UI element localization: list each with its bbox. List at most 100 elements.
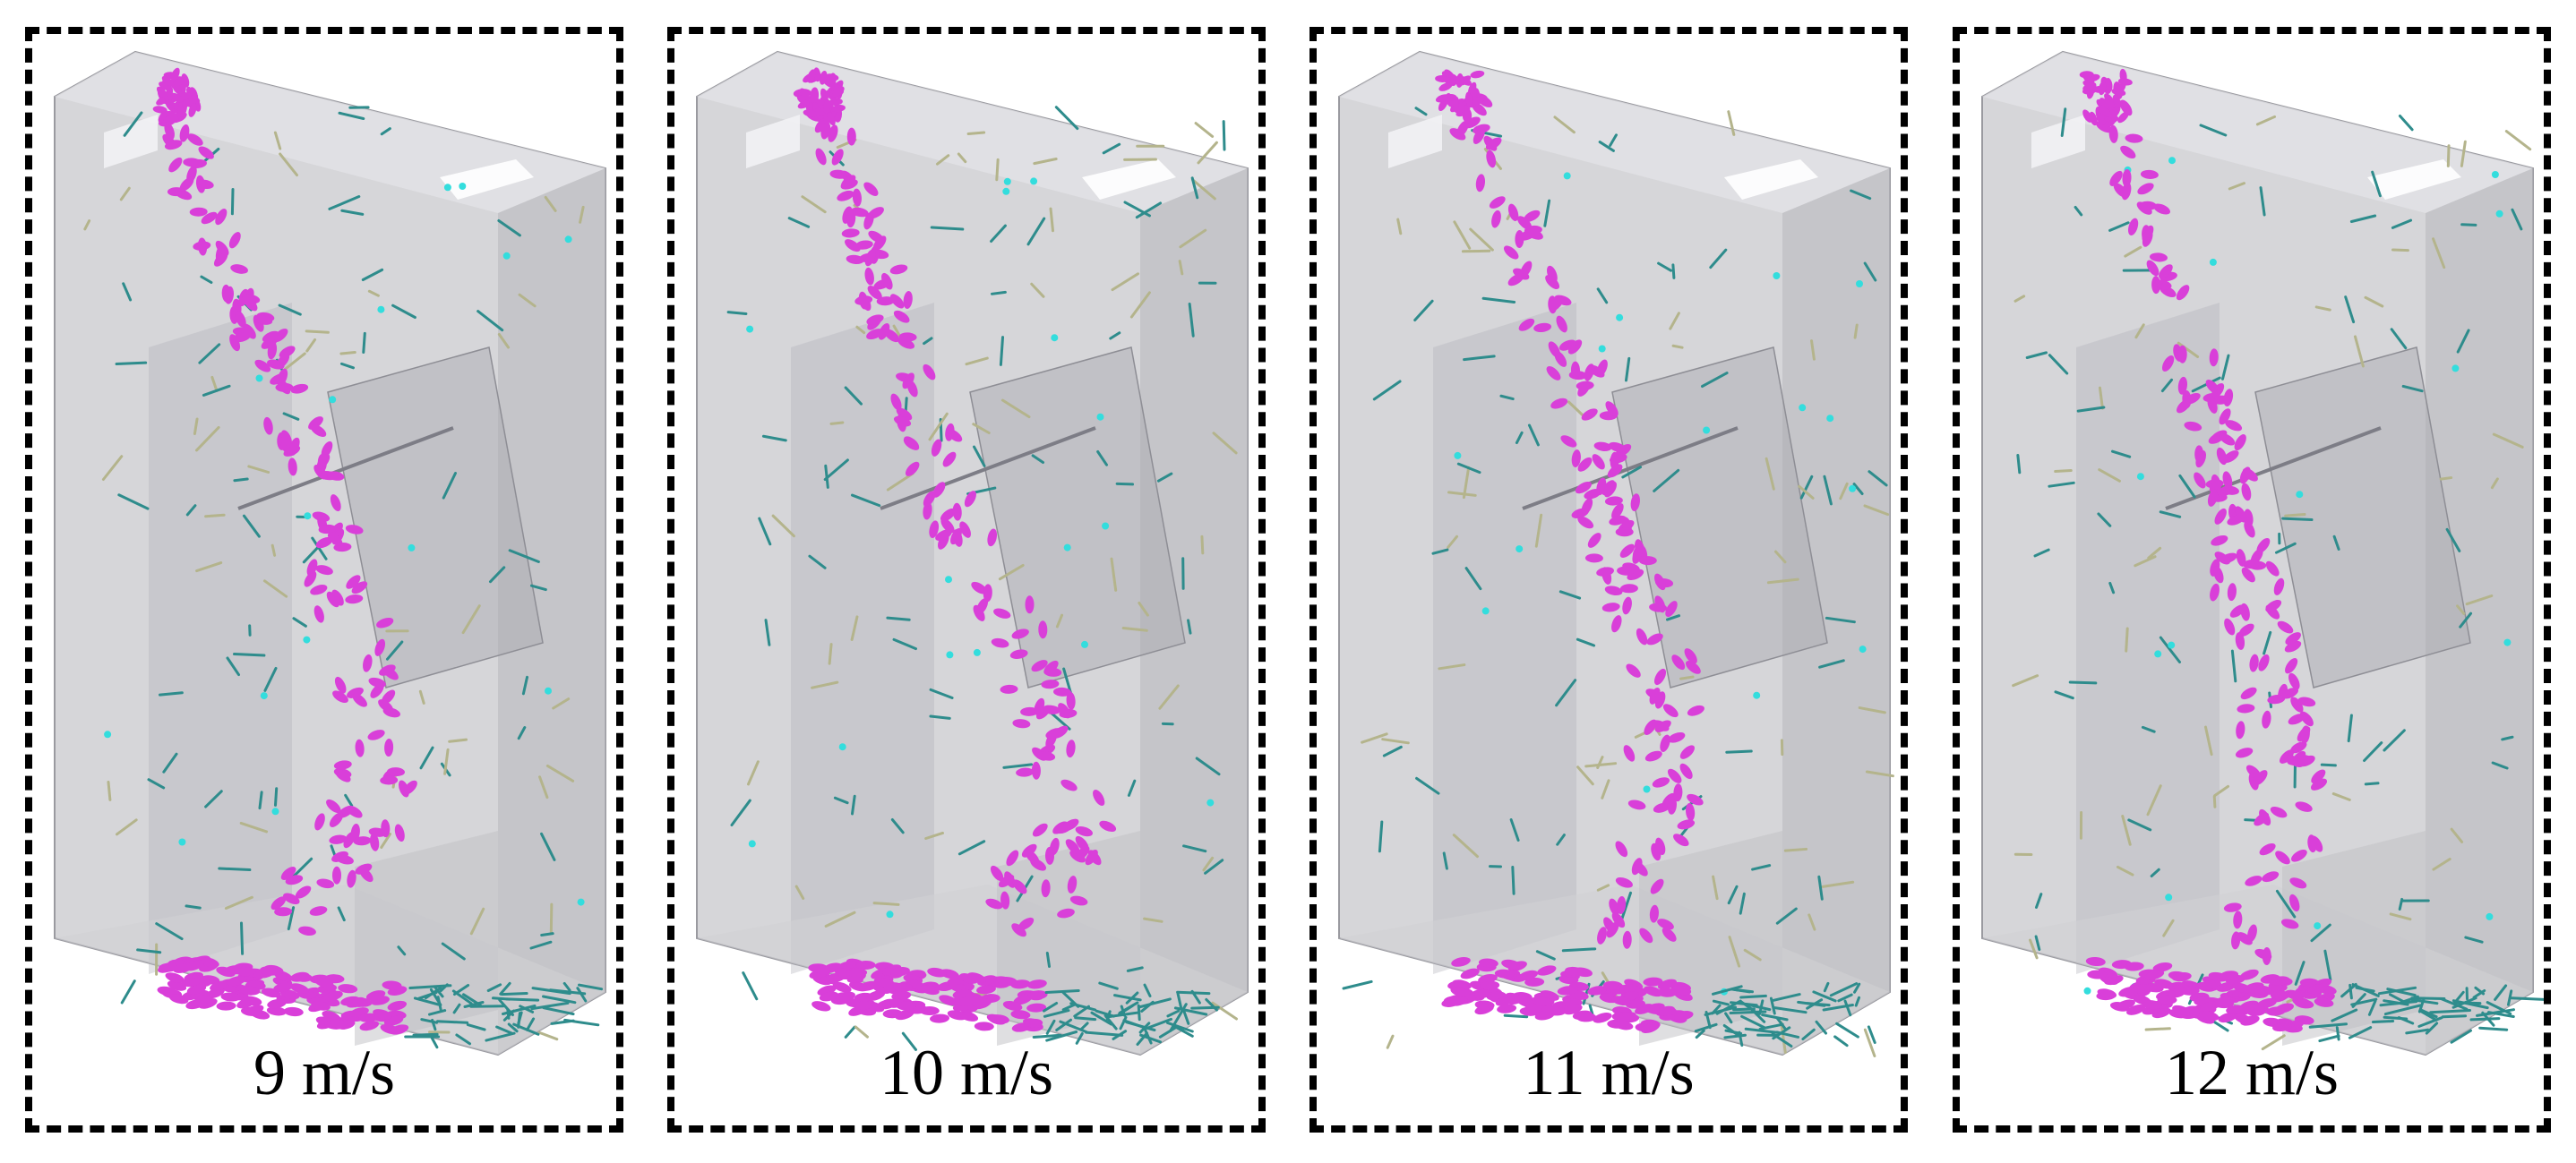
straw-mat-particle <box>1143 983 1152 997</box>
grain-particle <box>1075 825 1093 837</box>
straw-particle <box>380 833 391 849</box>
grain-particle <box>330 494 341 512</box>
straw-particle <box>2263 630 2272 655</box>
grain-pile-particle <box>2116 999 2135 1010</box>
grain-particle <box>2127 218 2139 235</box>
grain-particle <box>846 127 856 146</box>
straw-mat-particle <box>1182 1009 1190 1025</box>
straw-particle <box>1751 864 1772 871</box>
straw-particle <box>136 948 162 954</box>
straw-particle <box>2178 474 2196 499</box>
grain-particle <box>1520 261 1533 278</box>
inlet-grain-particle <box>1443 76 1456 86</box>
grain-particle <box>1577 516 1594 529</box>
straw-particle <box>1584 762 1618 768</box>
grain-particle <box>1550 398 1568 409</box>
straw-particle <box>2034 935 2041 951</box>
straw-particle <box>361 268 384 281</box>
grain-pile-particle <box>1619 984 1640 994</box>
grain-particle <box>318 524 337 534</box>
grain-particle <box>2219 408 2231 425</box>
straw-particle <box>290 857 313 880</box>
straw-particle <box>2371 170 2382 198</box>
grain-pile-particle <box>1471 989 1491 999</box>
grain-particle <box>1067 876 1078 894</box>
grain-particle <box>235 311 246 328</box>
straw-particle <box>155 922 184 941</box>
straw-mat-particle <box>486 983 502 992</box>
straw-particle <box>1121 626 1148 632</box>
grain-particle <box>1472 102 1487 116</box>
grain-pile-particle <box>193 995 212 1005</box>
grain-particle <box>2221 485 2239 495</box>
grain-particle <box>1515 230 1524 248</box>
straw-mat-particle <box>1711 1004 1722 1015</box>
grain-pile-particle <box>1022 1018 1043 1028</box>
straw-particle <box>233 477 249 483</box>
straw-particle <box>761 434 787 442</box>
grain-particle <box>1545 275 1560 290</box>
grain-pile-particle <box>1657 979 1678 990</box>
grain-particle <box>1632 543 1644 560</box>
straw-particle <box>239 821 269 834</box>
straw-particle <box>811 680 839 689</box>
light-particle <box>1753 691 1761 699</box>
straw-particle <box>2097 512 2112 527</box>
light-particle <box>746 325 754 333</box>
straw-mat-particle <box>549 988 587 996</box>
grain-particle <box>973 604 985 621</box>
straw-particle <box>1447 491 1477 497</box>
straw-particle <box>1852 483 1864 495</box>
straw-particle <box>262 579 288 598</box>
straw-mat-particle <box>495 1025 514 1035</box>
grain-pile-particle <box>181 977 202 988</box>
grain-pile-particle <box>2219 971 2239 980</box>
grain-pile-particle <box>882 1009 903 1019</box>
grain-particle <box>334 676 347 694</box>
grain-particle <box>376 617 394 629</box>
straw-particle <box>397 945 407 956</box>
straw-particle <box>1515 431 1524 445</box>
straw-particle <box>851 794 856 816</box>
grain-pile-particle <box>1026 1003 1047 1013</box>
straw-particle <box>1115 482 1134 486</box>
grain-particle <box>2244 509 2254 527</box>
straw-mat-particle <box>463 1001 485 1008</box>
light-particle <box>1063 543 1071 552</box>
straw-mat-particle <box>2340 983 2357 998</box>
straw-mat-particle <box>1158 1024 1180 1039</box>
grain-particle <box>316 453 331 470</box>
grain-particle <box>2289 877 2307 889</box>
grain-particle <box>326 799 341 814</box>
straw-particle <box>2459 611 2473 629</box>
straw-mat-particle <box>2405 1028 2430 1035</box>
straw-particle <box>2054 469 2073 473</box>
grain-particle <box>310 585 328 595</box>
grain-particle <box>298 926 316 936</box>
grain-particle <box>1671 654 1686 671</box>
grain-pile-particle <box>2226 1005 2246 1014</box>
straw-mat-particle <box>1758 999 1765 1015</box>
grain-particle <box>1473 127 1485 144</box>
grain-pile-particle <box>1565 966 1584 977</box>
grain-pile-particle <box>2248 1004 2268 1013</box>
grain-particle <box>1560 435 1577 448</box>
outlet-opening <box>1082 159 1176 200</box>
grain-pile-particle <box>311 1001 331 1011</box>
straw-particle <box>1190 176 1199 200</box>
grain-particle <box>384 739 394 757</box>
straw-particle <box>1863 1028 1876 1057</box>
straw-mat-particle <box>1835 1022 1859 1039</box>
light-particle <box>2136 473 2144 481</box>
grain-particle <box>198 146 214 159</box>
light-particle <box>2154 650 2162 658</box>
straw-particle <box>1709 248 1728 269</box>
discharge-box <box>2282 831 2426 1046</box>
grain-pile-particle <box>266 1006 287 1016</box>
grain-pile-particle <box>819 991 839 1002</box>
straw-particle <box>469 907 485 936</box>
straw-particle <box>195 425 220 452</box>
grain-particle <box>866 314 884 325</box>
straw-mat-particle <box>1136 1031 1148 1046</box>
grain-particle <box>993 608 1011 619</box>
